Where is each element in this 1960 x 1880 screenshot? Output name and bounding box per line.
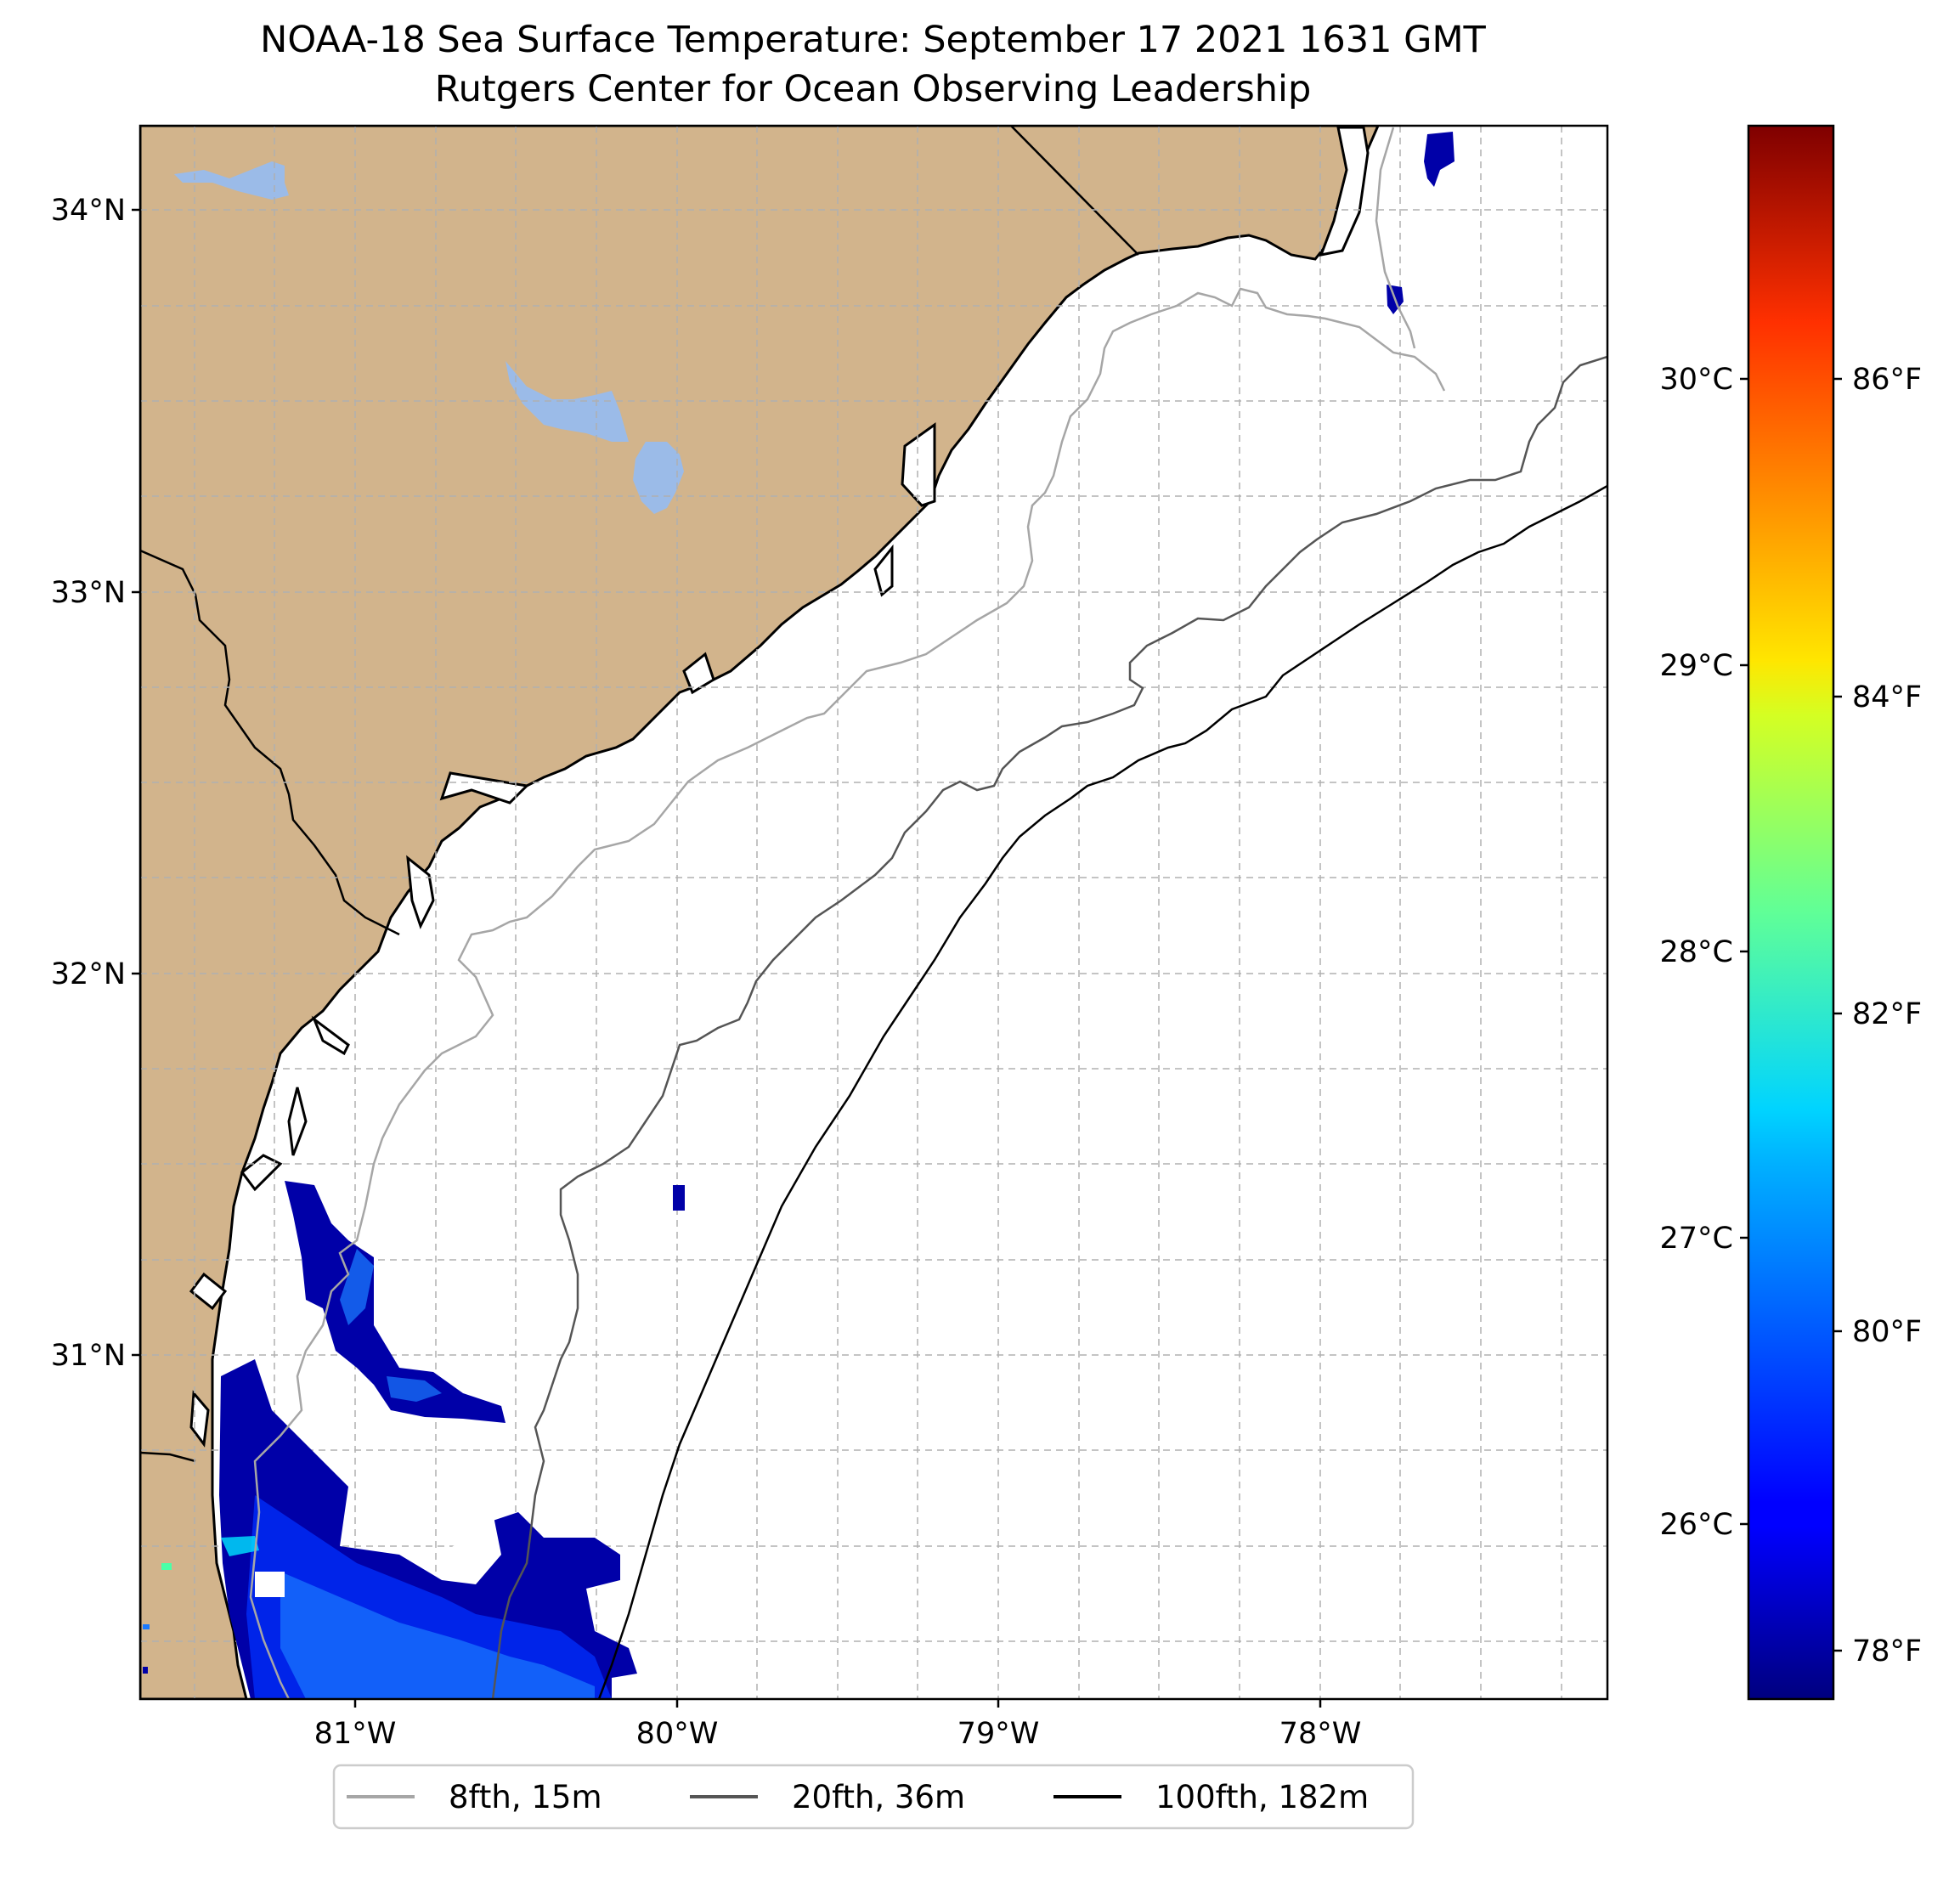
lon-label-81: 81°W — [314, 1717, 397, 1751]
colorbar-label-26c: 26°C — [1660, 1508, 1733, 1542]
sst-patch-northeast — [1424, 132, 1454, 187]
bathymetry-8fth-ne — [1375, 127, 1416, 349]
colorbar-label-86f: 86°F — [1852, 363, 1922, 397]
legend-box — [332, 1764, 1415, 1830]
sst-data-patches — [143, 132, 1454, 1699]
colorbar-label-78f: 78°F — [1852, 1634, 1922, 1668]
river-border — [140, 549, 400, 936]
legend: 8fth, 15m 20fth, 36m 100fth, 182m — [332, 1764, 1415, 1830]
map-panel: 34°N 33°N 32°N 31°N 81°W 80°W 79°W 78°W — [51, 124, 1609, 1751]
lon-label-80: 80°W — [636, 1717, 719, 1751]
lat-label-32: 32°N — [51, 957, 126, 991]
bathymetry-8fth — [249, 287, 1446, 1699]
sst-dot-mid — [673, 1185, 685, 1211]
land-mass — [140, 126, 1380, 1699]
sst-patch-north-band — [285, 1181, 506, 1423]
colorbar-label-82f: 82°F — [1852, 997, 1922, 1031]
bathymetry-100fth — [597, 484, 1607, 1699]
lake-2 — [506, 361, 629, 442]
colorbar-ticks — [1740, 377, 1842, 1652]
state-border — [1010, 126, 1139, 256]
legend-label-20fth: 20fth, 36m — [792, 1779, 965, 1815]
colorbar-label-30c: 30°C — [1660, 363, 1733, 397]
map-ticks — [132, 208, 1322, 1708]
map-frame — [138, 124, 1609, 1701]
coastal-inlets — [189, 126, 1370, 1448]
colorbar-label-29c: 29°C — [1660, 649, 1733, 683]
colorbar-gradient — [1747, 124, 1835, 1701]
legend-label-100fth: 100fth, 182m — [1155, 1779, 1369, 1815]
lake-1 — [174, 161, 289, 200]
river-border-south — [140, 1451, 196, 1463]
colorbar-label-80f: 80°F — [1852, 1315, 1922, 1349]
legend-label-8fth: 8fth, 15m — [449, 1779, 602, 1815]
colorbar-label-84f: 84°F — [1852, 680, 1922, 714]
lat-label-34: 34°N — [51, 194, 126, 228]
bathymetry-20fth — [491, 355, 1607, 1699]
lon-label-78: 78°W — [1279, 1717, 1362, 1751]
map-title-line2: Rutgers Center for Ocean Observing Leade… — [434, 68, 1312, 110]
lat-label-31: 31°N — [51, 1339, 126, 1373]
map-title-line1: NOAA-18 Sea Surface Temperature: Septemb… — [260, 19, 1486, 61]
colorbar-label-28c: 28°C — [1660, 935, 1733, 969]
lat-label-33: 33°N — [51, 576, 126, 610]
lon-label-79: 79°W — [957, 1717, 1040, 1751]
colorbar-label-27c: 27°C — [1660, 1222, 1733, 1256]
colorbar: 30°C 29°C 28°C 27°C 26°C 86°F 84°F 82°F … — [1660, 124, 1922, 1701]
